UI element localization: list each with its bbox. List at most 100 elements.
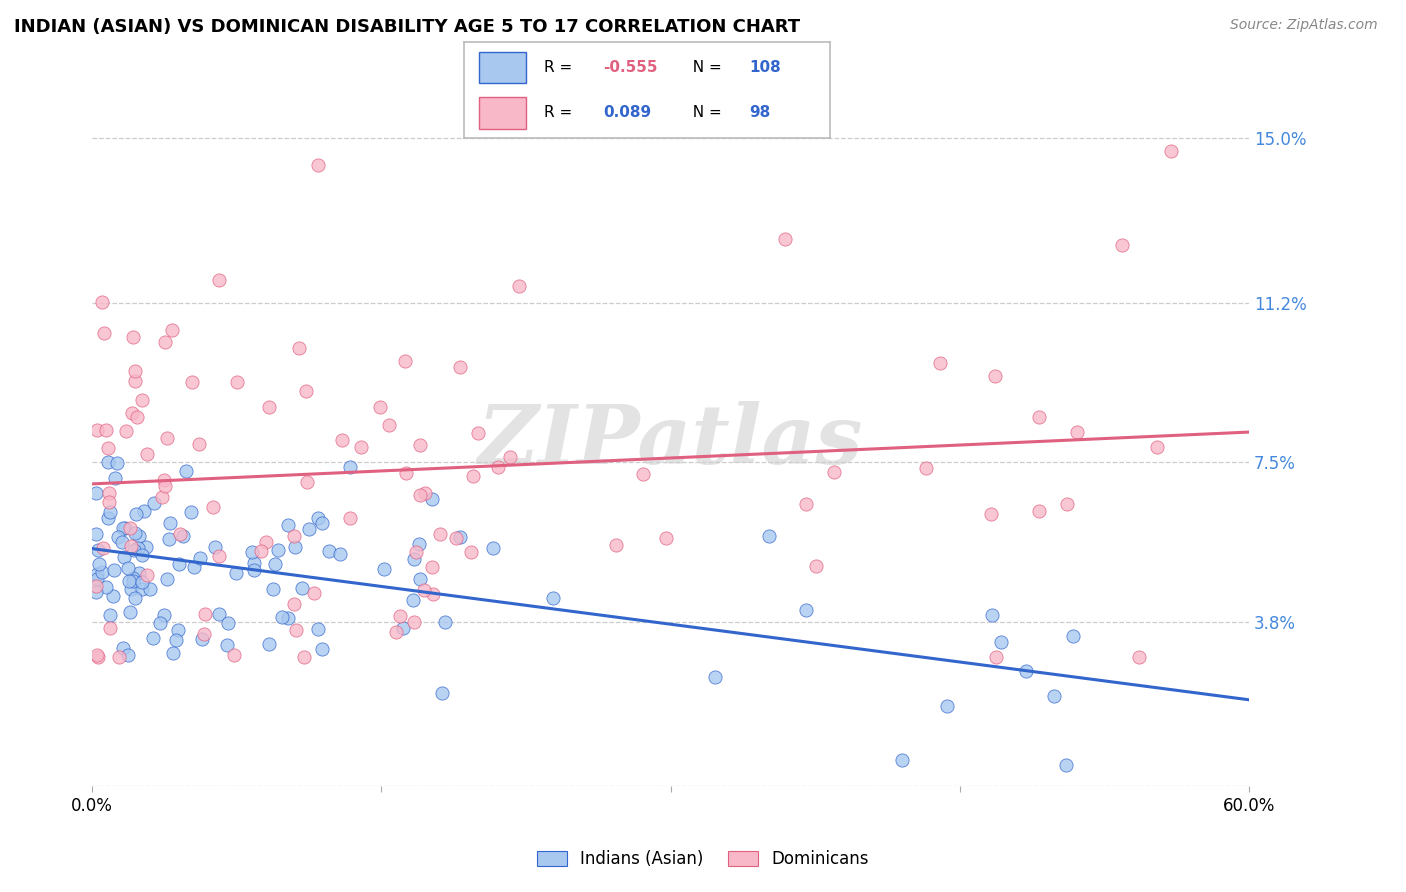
- Point: [243, 563, 266, 577]
- Point: [128, 529, 150, 543]
- FancyBboxPatch shape: [478, 97, 526, 128]
- Point: [240, 544, 263, 558]
- Point: [117, 561, 139, 575]
- Point: [929, 355, 952, 369]
- Point: [98, 505, 121, 519]
- Point: [225, 566, 247, 581]
- Point: [103, 564, 125, 578]
- Point: [153, 479, 176, 493]
- Point: [329, 547, 352, 561]
- Point: [633, 467, 655, 481]
- Point: [94, 580, 117, 594]
- Point: [118, 605, 141, 619]
- Point: [152, 490, 174, 504]
- Point: [773, 232, 796, 246]
- Point: [165, 632, 187, 647]
- Point: [120, 539, 142, 553]
- Point: [134, 504, 156, 518]
- Point: [467, 426, 489, 441]
- Text: Source: ZipAtlas.com: Source: ZipAtlas.com: [1230, 18, 1378, 32]
- Point: [97, 510, 120, 524]
- Point: [111, 520, 134, 534]
- Point: [98, 621, 121, 635]
- Point: [124, 526, 146, 541]
- Point: [86, 543, 108, 558]
- Point: [180, 505, 202, 519]
- Point: [124, 374, 146, 388]
- Point: [405, 544, 427, 558]
- Point: [208, 607, 231, 622]
- Point: [307, 158, 329, 172]
- Point: [125, 508, 148, 522]
- Point: [98, 485, 121, 500]
- Point: [217, 615, 239, 630]
- Text: -0.555: -0.555: [603, 61, 658, 76]
- Point: [409, 572, 432, 586]
- Point: [131, 548, 153, 562]
- Point: [153, 335, 176, 350]
- Point: [402, 551, 425, 566]
- Point: [249, 543, 271, 558]
- Point: [254, 535, 277, 549]
- Point: [936, 699, 959, 714]
- Point: [434, 615, 457, 630]
- Point: [339, 510, 361, 524]
- Point: [330, 433, 353, 447]
- Text: 0.089: 0.089: [603, 104, 651, 120]
- Point: [97, 455, 120, 469]
- Point: [541, 591, 564, 606]
- Point: [98, 495, 121, 509]
- Point: [420, 492, 443, 507]
- Point: [915, 461, 938, 475]
- Point: [152, 473, 174, 487]
- Point: [215, 638, 238, 652]
- Point: [430, 686, 453, 700]
- Text: N =: N =: [683, 61, 727, 76]
- Point: [136, 567, 159, 582]
- Point: [93, 326, 115, 340]
- Point: [302, 586, 325, 600]
- Point: [1128, 649, 1150, 664]
- Point: [446, 531, 468, 545]
- Point: [194, 607, 217, 621]
- Point: [167, 557, 190, 571]
- Point: [124, 591, 146, 606]
- Point: [409, 438, 432, 452]
- Text: N =: N =: [683, 104, 727, 120]
- Point: [295, 384, 318, 398]
- Point: [121, 571, 143, 585]
- Text: R =: R =: [544, 61, 578, 76]
- Point: [149, 615, 172, 630]
- Point: [388, 608, 411, 623]
- Point: [373, 562, 395, 576]
- Point: [295, 475, 318, 489]
- Point: [804, 559, 827, 574]
- Point: [980, 508, 1002, 522]
- Point: [160, 323, 183, 337]
- Point: [90, 566, 112, 580]
- Point: [460, 545, 482, 559]
- Point: [191, 632, 214, 646]
- Point: [103, 590, 125, 604]
- Point: [291, 581, 314, 595]
- Point: [172, 528, 194, 542]
- Point: [121, 406, 143, 420]
- Point: [131, 575, 153, 590]
- Point: [183, 559, 205, 574]
- Point: [277, 611, 299, 625]
- Point: [156, 572, 179, 586]
- Point: [283, 541, 305, 555]
- Point: [136, 447, 159, 461]
- Point: [98, 607, 121, 622]
- Point: [384, 624, 406, 639]
- Point: [208, 549, 231, 564]
- Point: [112, 640, 135, 655]
- Point: [122, 574, 145, 589]
- Point: [86, 423, 108, 437]
- Point: [110, 534, 132, 549]
- Point: [794, 497, 817, 511]
- Point: [226, 375, 249, 389]
- Point: [402, 615, 425, 630]
- Point: [297, 522, 319, 536]
- FancyBboxPatch shape: [478, 52, 526, 83]
